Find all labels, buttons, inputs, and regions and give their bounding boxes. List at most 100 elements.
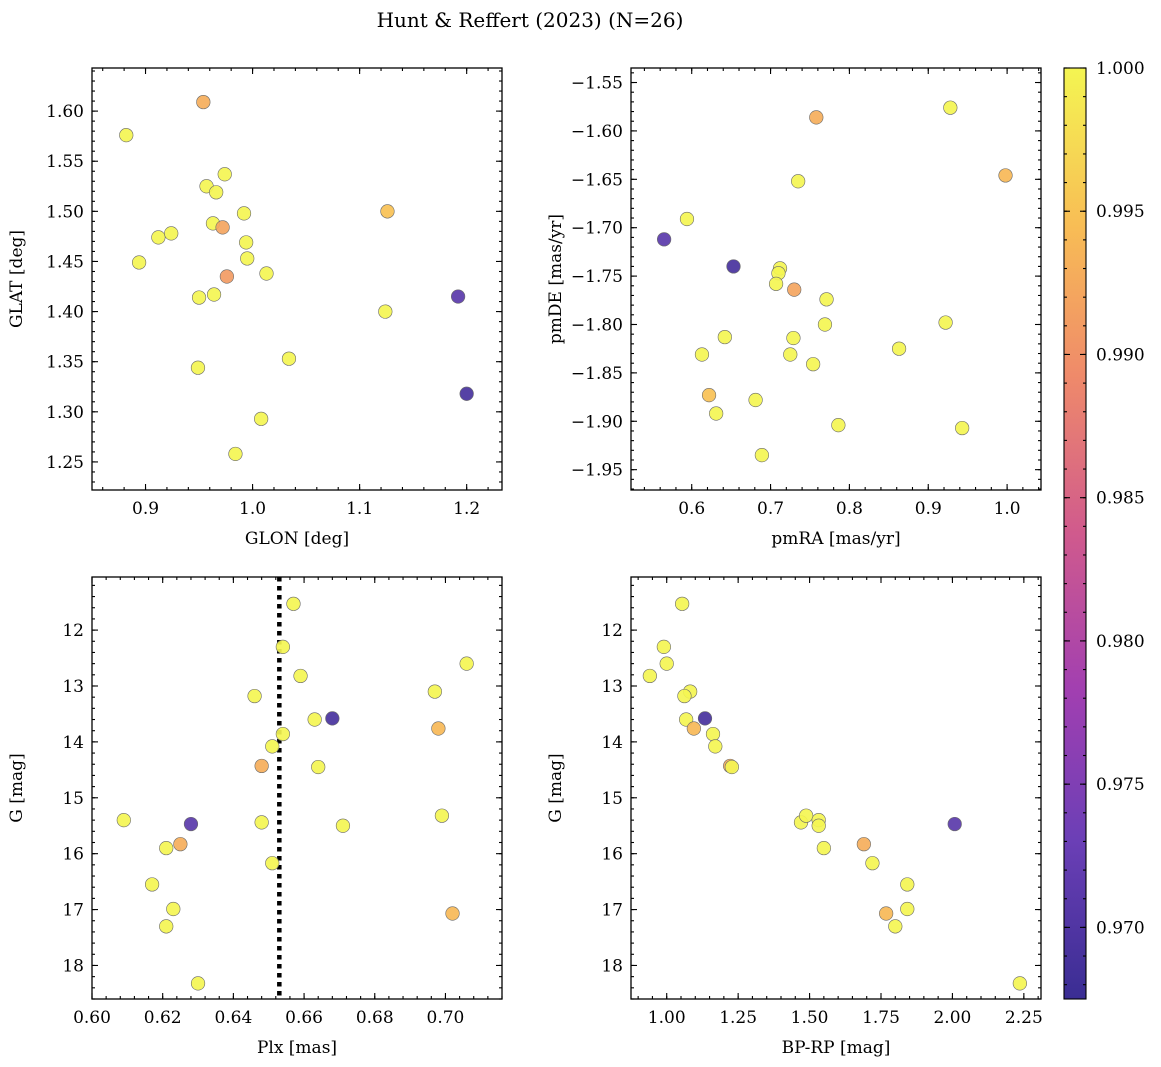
data-point [239,235,254,250]
data-point [656,639,671,654]
data-point [900,877,915,892]
axes-frame [91,576,503,1000]
y-tick-label: 1.30 [46,403,84,423]
data-point [787,282,802,297]
data-point [215,220,230,235]
y-tick-label: −1.55 [571,74,623,94]
panel-glon-glat: 0.9 1.0 1.1 1.2 1.25 1.30 1.35 1.40 1.45 1.50 1.55… [7,67,503,549]
data-point [816,840,831,856]
data-point [286,596,301,611]
y-tick-label: −1.95 [571,461,623,481]
x-axis-label: GLON [deg] [245,529,349,549]
data-point [799,808,814,823]
minor-ticks [92,68,502,490]
minor-ticks [91,577,503,1000]
data-point [265,739,280,754]
colorbar-tick-label: 0.985 [1096,489,1145,509]
y-tick-label: 13 [601,677,623,697]
colorbar-gradient [1063,67,1087,1000]
data-point [144,877,160,892]
x-tick-label: 2.00 [933,1008,971,1028]
data-point [697,711,713,726]
colorbar-tick-label: 0.990 [1096,345,1145,365]
y-tick-label: 1.25 [46,453,84,473]
data-point [119,128,134,143]
data-point [811,818,826,833]
y-tick-label: 13 [62,677,84,697]
data-point [281,351,297,366]
data-point [657,232,672,247]
panel-parallax-magnitude: 0.60 0.62 0.64 0.66 0.68 0.70 12 13 14 15 16 17 18 Pl… [7,576,503,1058]
data-point [955,420,970,436]
data-point [708,739,723,754]
data-point [783,347,798,362]
y-axis-label: pmDE [mas/yr] [546,214,566,344]
data-point [768,276,784,291]
data-point [642,668,657,684]
y-axis-label: G [mag] [7,753,27,822]
y-tick-label: 1.55 [46,152,84,172]
x-tick-label: 2.25 [1005,1008,1043,1028]
x-tick-label: 0.9 [132,499,159,519]
data-point [786,330,801,346]
y-tick-label: −1.85 [571,364,623,384]
data-point [701,388,717,403]
data-point [164,226,179,241]
y-tick-label: 12 [62,621,84,641]
data-point [431,721,446,736]
x-tick-label: 0.62 [144,1008,182,1028]
x-tick-label: 0.64 [214,1008,252,1028]
x-tick-label: 0.8 [836,499,863,519]
data-point [709,406,724,421]
data-point [183,816,199,832]
y-tick-label: 1.50 [46,202,84,222]
data-point [459,386,474,401]
y-tick-label: 16 [62,845,84,865]
x-tick-label: 1.1 [346,499,373,519]
data-point [427,684,442,699]
data-point [293,668,308,684]
data-point [888,919,903,934]
data-point [891,341,907,356]
data-point [335,818,351,833]
colorbar: 0.970 0.975 0.980 0.985 0.990 0.995 1.000 [1063,59,1145,1000]
data-point [1012,976,1027,991]
data-point [219,269,234,284]
data-point [307,712,322,727]
y-tick-label: 1.45 [46,252,84,272]
data-point [679,211,695,227]
data-point [380,204,395,219]
data-point [209,185,224,200]
y-tick-label: 1.60 [46,102,84,122]
axes-frame [630,67,1042,491]
minor-ticks [631,577,1041,1000]
data-point [247,688,262,704]
data-point [191,290,207,305]
y-tick-label: 18 [62,956,84,976]
data-point [206,287,222,302]
data-point [817,317,833,332]
data-point [659,656,674,671]
y-tick-label: 14 [62,733,84,753]
x-tick-label: 1.0 [239,499,266,519]
data-point [694,347,710,362]
data-point [879,906,894,921]
axes-frame [91,67,503,491]
y-tick-label: 18 [601,956,623,976]
y-tick-label: −1.75 [571,267,623,287]
data-point [434,808,450,823]
colorbar-tick-label: 0.995 [1096,202,1145,222]
data-point [445,906,460,921]
x-tick-label: 0.66 [285,1008,323,1028]
colorbar-tick-label: 0.980 [1096,632,1145,652]
data-point [947,816,962,832]
x-tick-label: 1.75 [862,1008,900,1028]
x-tick-label: 1.0 [994,499,1021,519]
x-axis-label: Plx [mas] [257,1038,337,1058]
data-point [943,100,958,115]
data-point [806,357,821,372]
data-point [998,168,1013,183]
x-tick-label: 0.7 [757,499,784,519]
y-tick-label: −1.70 [571,219,623,239]
